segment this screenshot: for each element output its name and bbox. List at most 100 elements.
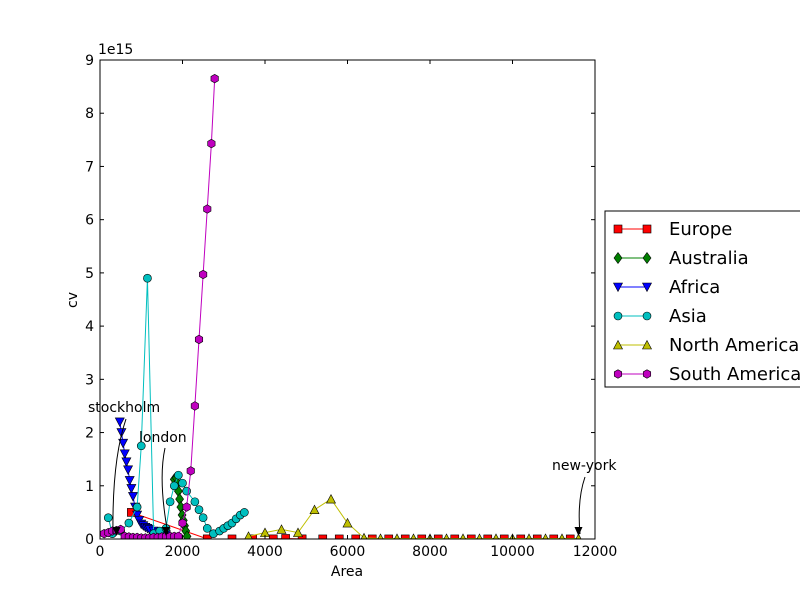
legend-marker [613, 282, 623, 293]
data-point-asia-4 [132, 502, 142, 512]
series-south-america [100, 73, 219, 539]
data-point-north-america-17 [525, 533, 533, 539]
data-point-asia-11 [169, 481, 179, 491]
y-tick-label: 8 [85, 106, 94, 122]
y-offset-label: 1e15 [98, 42, 133, 58]
y-tick-label: 7 [85, 159, 94, 175]
annotation-label: stockholm [88, 400, 160, 416]
legend-marker [613, 369, 623, 379]
legend-marker [613, 251, 623, 265]
data-point-south-america-22 [190, 401, 199, 411]
annotation-arrowhead [574, 527, 583, 536]
data-point-south-america-19 [178, 518, 187, 528]
annotation-arrow [161, 447, 169, 535]
legend-item-europe: Europe [613, 219, 732, 240]
data-point-north-america-13 [459, 533, 467, 539]
legend-label: North America [669, 335, 799, 356]
annotation-london: london [139, 430, 187, 536]
data-point-north-america-8 [377, 533, 384, 539]
data-point-north-america-5 [326, 493, 336, 504]
x-tick-label: 10000 [490, 544, 535, 560]
data-point-north-america-19 [558, 533, 566, 539]
legend-marker [613, 339, 623, 350]
data-point-asia-10 [165, 497, 175, 507]
data-point-asia-13 [178, 478, 187, 488]
x-tick-label: 0 [96, 544, 105, 560]
data-point-africa-8 [128, 492, 138, 502]
y-axis-label: cv [65, 292, 81, 308]
legend-label: Africa [669, 277, 720, 298]
data-point-africa-7 [126, 484, 137, 494]
x-tick-label: 12000 [573, 544, 618, 560]
series-north-america [244, 493, 582, 539]
series-asia [103, 273, 249, 538]
data-point-asia-3 [124, 518, 134, 528]
data-point-north-america-12 [443, 533, 450, 539]
legend-label: Asia [669, 306, 707, 327]
y-tick-label: 3 [85, 372, 94, 388]
annotation-arrow [112, 418, 127, 535]
y-tick-label: 6 [85, 213, 94, 229]
legend-label: Australia [669, 248, 749, 269]
data-point-north-america-9 [393, 533, 401, 539]
plot-area: 0 2000 4000 6000 8000 10000 12000 0 1 2 3 4 5 6 7 8 9 sto… [85, 53, 617, 560]
data-point-south-america-27 [210, 73, 219, 84]
data-point-north-america-15 [492, 533, 500, 539]
legend-item-africa: Africa [613, 277, 720, 298]
legend-marker [613, 311, 623, 321]
legend-marker [642, 311, 652, 321]
y-tick-label: 5 [85, 266, 94, 282]
annotation-label: new-york [552, 458, 617, 474]
data-point-south-america-23 [194, 334, 204, 345]
legend-item-australia: Australia [613, 248, 749, 269]
legend-marker [642, 282, 652, 293]
data-point-north-america-18 [542, 533, 549, 539]
legend-marker [642, 339, 652, 350]
data-point-asia-5 [136, 441, 146, 451]
y-tick-label: 2 [85, 426, 94, 442]
y-tick-label: 4 [85, 319, 94, 335]
legend-marker [613, 224, 623, 234]
annotation-arrowhead [162, 527, 170, 536]
data-point-north-america-7 [360, 532, 368, 539]
data-point-north-america-4 [309, 504, 320, 515]
data-point-asia-26 [240, 508, 249, 517]
annotation-new-york: new-york [552, 458, 617, 536]
data-point-north-america-10 [410, 533, 417, 539]
data-point-asia-14 [182, 486, 191, 496]
data-point-africa-4 [121, 457, 132, 467]
legend-label: Europe [669, 219, 732, 240]
data-point-asia-12 [174, 470, 183, 480]
data-point-europe-5 [281, 534, 290, 539]
legend-item-south-america: South America [613, 364, 800, 385]
legend: Europe Australia Africa Asia North America So… [604, 210, 800, 388]
data-point-africa-5 [123, 465, 134, 475]
x-tick-label: 6000 [330, 544, 366, 560]
data-point-africa-0 [114, 417, 125, 428]
data-point-australia-10 [182, 530, 192, 539]
annotation-arrow [578, 476, 586, 535]
x-tick-label: 2000 [165, 544, 201, 560]
data-point-south-america-25 [203, 204, 212, 214]
data-point-north-america-6 [342, 517, 353, 528]
legend-box [604, 210, 800, 388]
series-line-south-america [104, 78, 216, 539]
data-point-south-america-18 [174, 531, 183, 539]
y-tick-label: 9 [85, 53, 94, 69]
legend-marker [642, 369, 652, 379]
data-point-asia-18 [202, 524, 212, 533]
annotation-stockholm: stockholm [88, 400, 160, 536]
x-tick-label: 8000 [412, 544, 448, 560]
annotation-label: london [139, 430, 187, 446]
data-point-asia-16 [194, 505, 204, 515]
legend-item-north-america: North America [613, 335, 799, 356]
legend-item-asia: Asia [613, 306, 707, 327]
y-tick-label: 1 [85, 479, 94, 495]
data-point-asia-15 [190, 497, 200, 507]
legend-label: South America [669, 364, 800, 385]
data-point-asia-6 [143, 273, 152, 283]
x-tick-label: 4000 [247, 544, 283, 560]
data-point-africa-2 [118, 438, 129, 449]
axes-frame [99, 59, 596, 540]
